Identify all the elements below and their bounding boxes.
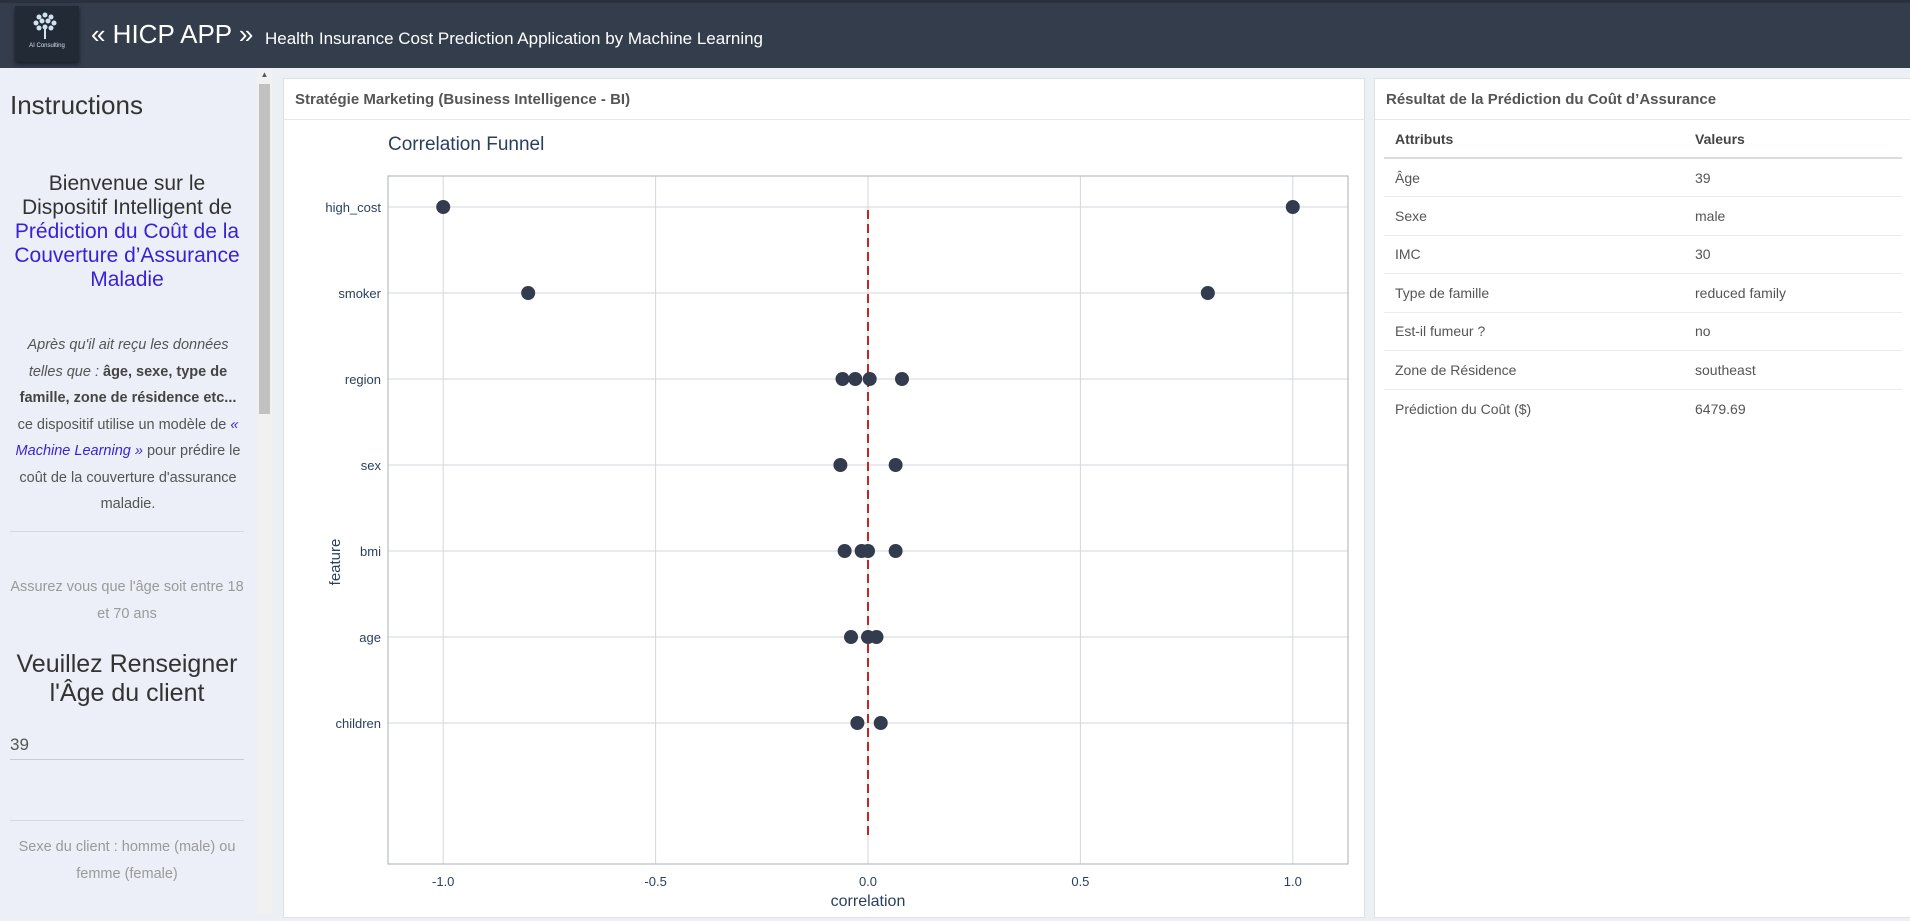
sidebar-scrollbar[interactable]: ▲: [257, 68, 272, 914]
table-row: Âge 39: [1384, 158, 1902, 197]
row-val: reduced family: [1684, 273, 1902, 313]
y-tick-label: children: [335, 716, 381, 731]
desc-ml: « Machine Learning »: [15, 416, 239, 460]
table-row: IMC 30: [1384, 235, 1902, 274]
instructions-heading: Instructions: [10, 90, 143, 120]
result-panel-title: Résultat de la Prédiction du Coût d’Assu…: [1386, 91, 1717, 108]
age-input[interactable]: [10, 730, 244, 760]
data-point: [1200, 286, 1215, 300]
y-tick-label: high_cost: [325, 200, 381, 215]
x-tick-label: -0.5: [644, 874, 666, 889]
row-attr: Prédiction du Coût ($): [1395, 400, 1532, 417]
data-point: [861, 544, 875, 558]
data-point: [835, 372, 850, 386]
x-tick-label: 1.0: [1284, 874, 1302, 889]
data-point: [1285, 200, 1300, 214]
divider: [10, 531, 244, 532]
age-label: Veuillez Renseigner l'Âge du client: [16, 650, 238, 707]
row-attr: IMC: [1384, 235, 1684, 274]
data-point: [436, 200, 451, 214]
welcome-text: Bienvenue sur le Dispositif Intelligent …: [8, 172, 246, 292]
x-tick-label: 0.0: [859, 874, 877, 889]
logo-text: AI Consulting: [29, 43, 65, 49]
chart-panel-title: Stratégie Marketing (Business Intelligen…: [295, 91, 631, 108]
table-row: Prédiction du Coût ($) 6479.69: [1384, 389, 1902, 428]
result-panel: Résultat de la Prédiction du Coût d’Assu…: [1374, 78, 1910, 918]
data-point: [850, 716, 865, 730]
row-attr: Sexe: [1384, 196, 1684, 236]
x-tick-label: 0.5: [1071, 874, 1089, 889]
table-row: Sexe male: [1384, 196, 1902, 236]
desc-bold: âge, sexe, type de famille, zone de rési…: [19, 363, 237, 407]
welcome-accent: Prédiction du Coût de la Couverture d’As…: [14, 220, 240, 291]
desc-mid: ce dispositif utilise un modèle de: [17, 416, 227, 433]
row-val: 6479.69: [1695, 400, 1746, 417]
panel-header: Résultat de la Prédiction du Coût d’Assu…: [1375, 79, 1910, 120]
scroll-up-icon[interactable]: ▲: [260, 70, 269, 79]
plot-frame: [387, 175, 1349, 865]
welcome-line: Bienvenue sur le Dispositif Intelligent …: [21, 172, 233, 219]
x-tick-label: -1.0: [432, 874, 454, 889]
y-axis-label: feature: [327, 539, 344, 586]
row-attr: Âge: [1384, 158, 1684, 197]
correlation-funnel-chart[interactable]: Correlation Funnel feature correlation -…: [284, 121, 1364, 921]
app-title: « HICP APP »: [91, 19, 254, 49]
data-point: [848, 372, 863, 386]
row-attr: Est-il fumeur ?: [1384, 312, 1684, 351]
y-tick-label: region: [345, 372, 381, 387]
x-axis-label: correlation: [831, 893, 906, 910]
app-header: AI Consulting « HICP APP » Health Insura…: [0, 0, 1910, 68]
table-row: Zone de Résidence southeast: [1384, 350, 1902, 390]
data-point: [862, 372, 877, 386]
data-point: [833, 458, 848, 472]
chart-title: Correlation Funnel: [388, 134, 544, 155]
row-val: southeast: [1684, 350, 1902, 390]
data-point: [837, 544, 852, 558]
col-header-values: Valeurs: [1684, 121, 1902, 159]
row-val: 39: [1684, 158, 1902, 197]
age-note: Assurez vous que l'âge soit entre 18 et …: [10, 579, 244, 622]
desc-intro: Après qu'il ait reçu les données telles …: [27, 337, 229, 380]
table-row: Est-il fumeur ? no: [1384, 312, 1902, 351]
scrollbar-thumb[interactable]: [259, 84, 270, 414]
data-point: [869, 630, 884, 644]
data-point: [521, 286, 536, 300]
data-point: [888, 458, 903, 472]
table-header-row: Attributs Valeurs: [1384, 121, 1902, 159]
prediction-table: Attributs Valeurs Âge 39 Sexe male IMC 30 T…: [1384, 121, 1902, 428]
row-val: no: [1684, 312, 1902, 351]
logo-tree-icon: [33, 12, 57, 39]
table-row: Type de famille reduced family: [1384, 273, 1902, 313]
data-point: [844, 630, 859, 644]
panel-header: Stratégie Marketing (Business Intelligen…: [284, 79, 1364, 120]
row-val: male: [1684, 196, 1902, 236]
data-point: [873, 716, 888, 730]
row-val: 30: [1684, 235, 1902, 274]
y-tick-label: bmi: [360, 544, 381, 559]
app-subtitle: Health Insurance Cost Prediction Applica…: [265, 29, 764, 48]
data-point: [888, 544, 903, 558]
sidebar: Instructions Bienvenue sur le Dispositif…: [0, 68, 272, 914]
sex-note: Sexe du client : homme (male) ou femme (…: [18, 839, 236, 882]
y-tick-label: sex: [361, 458, 382, 473]
divider: [10, 820, 244, 821]
col-header-attributes: Attributs: [1384, 121, 1684, 159]
y-tick-label: age: [359, 630, 381, 645]
row-attr: Type de famille: [1384, 273, 1684, 313]
desc-end: pour prédire le coût de la couverture d'…: [19, 443, 241, 512]
row-attr: Zone de Résidence: [1384, 350, 1684, 390]
data-point: [894, 372, 909, 386]
description-text: Après qu'il ait reçu les données telles …: [10, 332, 246, 518]
logo[interactable]: AI Consulting: [15, 6, 79, 62]
chart-panel: Stratégie Marketing (Business Intelligen…: [283, 78, 1365, 918]
y-tick-label: smoker: [338, 286, 381, 301]
